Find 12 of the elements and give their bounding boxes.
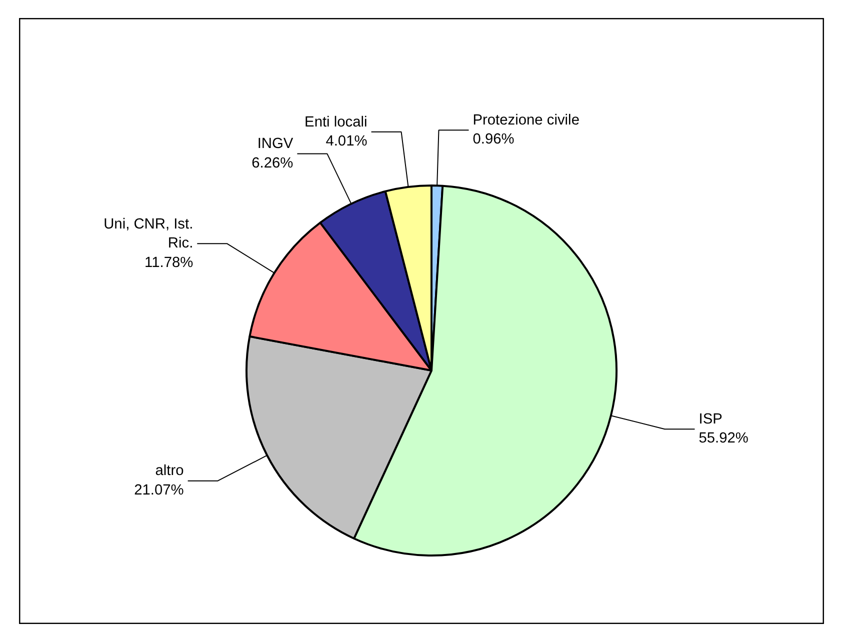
data-label: 6.26% bbox=[252, 155, 294, 172]
data-label: 21.07% bbox=[134, 482, 184, 498]
data-label: 55.92% bbox=[698, 430, 748, 447]
slice-label: Uni, CNR, Ist. Ric. bbox=[104, 216, 194, 252]
slice-label: INGV bbox=[257, 136, 294, 152]
data-label: 0.96% bbox=[472, 132, 514, 148]
slice-label: altro bbox=[155, 463, 184, 480]
slice-label: Enti locali bbox=[304, 114, 368, 130]
slice-label: Protezione civile bbox=[472, 112, 580, 129]
data-label: 4.01% bbox=[326, 134, 368, 150]
data-label: 11.78% bbox=[144, 254, 194, 271]
slice-label: ISP bbox=[698, 412, 722, 428]
